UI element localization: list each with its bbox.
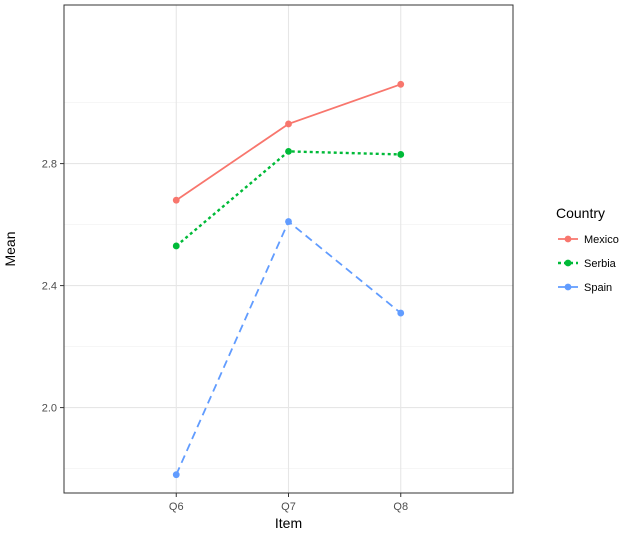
series-mexico [172,80,405,204]
y-tick-label: 2.8 [42,159,57,171]
major-gridlines [64,5,513,493]
legend-label: Serbia [584,258,617,270]
x-tick-label: Q6 [169,501,184,513]
data-point-mexico [285,120,292,128]
series-layer [172,80,405,479]
legend-item-spain: Spain [558,282,612,294]
data-point-spain [172,471,180,479]
x-axis-title: Item [275,515,302,531]
data-point-serbia [397,151,405,158]
legend-item-serbia: Serbia [558,258,617,270]
legend-key-point [564,259,572,267]
data-point-mexico [172,196,180,204]
y-axis-title: Mean [2,231,18,266]
legend-title: Country [556,205,605,221]
series-spain [172,218,405,479]
legend-item-mexico: Mexico [558,234,619,246]
data-point-spain [397,309,405,317]
data-point-serbia [285,148,292,155]
y-tick-label: 2.4 [42,281,57,293]
data-point-serbia [172,242,180,250]
x-tick-label: Q7 [281,501,296,513]
data-point-spain [285,218,292,225]
legend-key-point [564,235,572,243]
x-axis-ticks: Q6 Q7 Q8 [169,493,408,513]
y-tick-label: 2.0 [42,403,57,415]
legend-key-point [564,283,572,291]
data-point-mexico [397,80,405,88]
series-serbia [172,148,405,250]
x-tick-label: Q8 [393,501,408,513]
legend-label: Mexico [584,234,619,246]
legend: Country Mexico Serbia Spain [556,205,619,294]
y-axis-ticks: 2.0 2.4 2.8 [42,159,64,415]
legend-label: Spain [584,282,612,294]
legend-items: Mexico Serbia Spain [558,234,619,294]
